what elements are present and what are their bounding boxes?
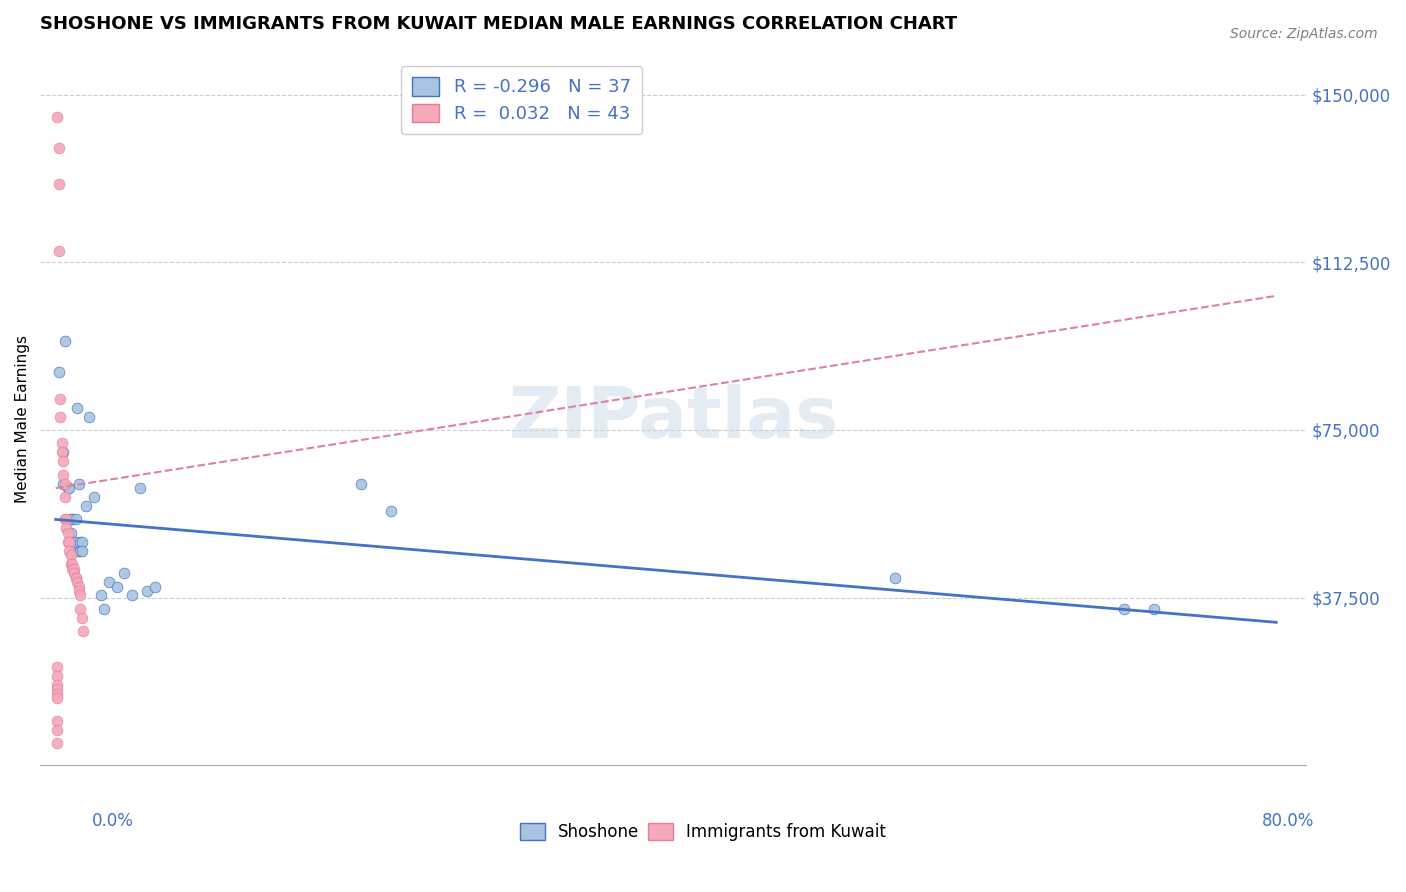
Point: [62, 512, 84, 526]
Point: [65, 534, 87, 549]
Point: [883, 571, 905, 585]
Point: [69, 543, 91, 558]
Point: [53, 512, 76, 526]
Point: [380, 503, 402, 517]
Point: [75, 499, 97, 513]
Point: [1143, 602, 1166, 616]
Point: [67, 543, 90, 558]
Text: 0.0%: 0.0%: [91, 812, 134, 830]
Text: 80.0%: 80.0%: [1263, 812, 1315, 830]
Point: [53, 476, 76, 491]
Point: [63, 534, 86, 549]
Point: [46, 669, 69, 683]
Point: [66, 401, 89, 415]
Point: [62, 557, 84, 571]
Text: SHOSHONE VS IMMIGRANTS FROM KUWAIT MEDIAN MALE EARNINGS CORRELATION CHART: SHOSHONE VS IMMIGRANTS FROM KUWAIT MEDIA…: [41, 15, 957, 33]
Point: [67, 476, 90, 491]
Point: [48, 177, 70, 191]
Point: [49, 409, 72, 424]
Point: [63, 543, 86, 558]
Point: [59, 512, 82, 526]
Point: [63, 561, 86, 575]
Point: [59, 557, 82, 571]
Point: [59, 525, 82, 540]
Point: [1112, 602, 1135, 616]
Point: [48, 141, 70, 155]
Point: [58, 534, 80, 549]
Point: [90, 589, 112, 603]
Point: [83, 490, 105, 504]
Point: [52, 454, 75, 468]
Point: [70, 543, 93, 558]
Point: [69, 534, 91, 549]
Point: [56, 481, 79, 495]
Point: [46, 691, 69, 706]
Point: [67, 580, 90, 594]
Point: [46, 736, 69, 750]
Legend: R = -0.296   N = 37, R =  0.032   N = 43: R = -0.296 N = 37, R = 0.032 N = 43: [402, 66, 641, 134]
Point: [58, 543, 80, 558]
Point: [69, 602, 91, 616]
Point: [112, 566, 135, 581]
Text: Source: ZipAtlas.com: Source: ZipAtlas.com: [1230, 27, 1378, 41]
Point: [128, 481, 150, 495]
Point: [53, 490, 76, 504]
Point: [52, 467, 75, 482]
Point: [65, 512, 87, 526]
Point: [105, 580, 128, 594]
Point: [72, 624, 94, 639]
Point: [52, 445, 75, 459]
Point: [143, 580, 166, 594]
Point: [77, 409, 100, 424]
Point: [49, 392, 72, 406]
Y-axis label: Median Male Earnings: Median Male Earnings: [15, 334, 30, 503]
Point: [67, 584, 90, 599]
Point: [350, 476, 373, 491]
Point: [55, 521, 77, 535]
Point: [136, 584, 159, 599]
Point: [58, 481, 80, 495]
Point: [52, 476, 75, 491]
Point: [46, 723, 69, 737]
Point: [66, 575, 89, 590]
Point: [70, 611, 93, 625]
Point: [46, 687, 69, 701]
Point: [63, 566, 86, 581]
Point: [65, 571, 87, 585]
Point: [46, 678, 69, 692]
Point: [56, 525, 79, 540]
Point: [62, 561, 84, 575]
Point: [55, 512, 77, 526]
Point: [65, 571, 87, 585]
Point: [121, 589, 143, 603]
Point: [46, 714, 69, 728]
Point: [48, 244, 70, 258]
Legend: Shoshone, Immigrants from Kuwait: Shoshone, Immigrants from Kuwait: [513, 816, 893, 848]
Point: [51, 445, 73, 459]
Point: [56, 534, 79, 549]
Point: [69, 589, 91, 603]
Point: [59, 548, 82, 562]
Text: ZIPatlas: ZIPatlas: [509, 384, 838, 453]
Point: [48, 365, 70, 379]
Point: [51, 436, 73, 450]
Point: [98, 575, 121, 590]
Point: [70, 534, 93, 549]
Point: [46, 660, 69, 674]
Point: [46, 682, 69, 697]
Point: [46, 110, 69, 124]
Point: [93, 602, 115, 616]
Point: [53, 334, 76, 348]
